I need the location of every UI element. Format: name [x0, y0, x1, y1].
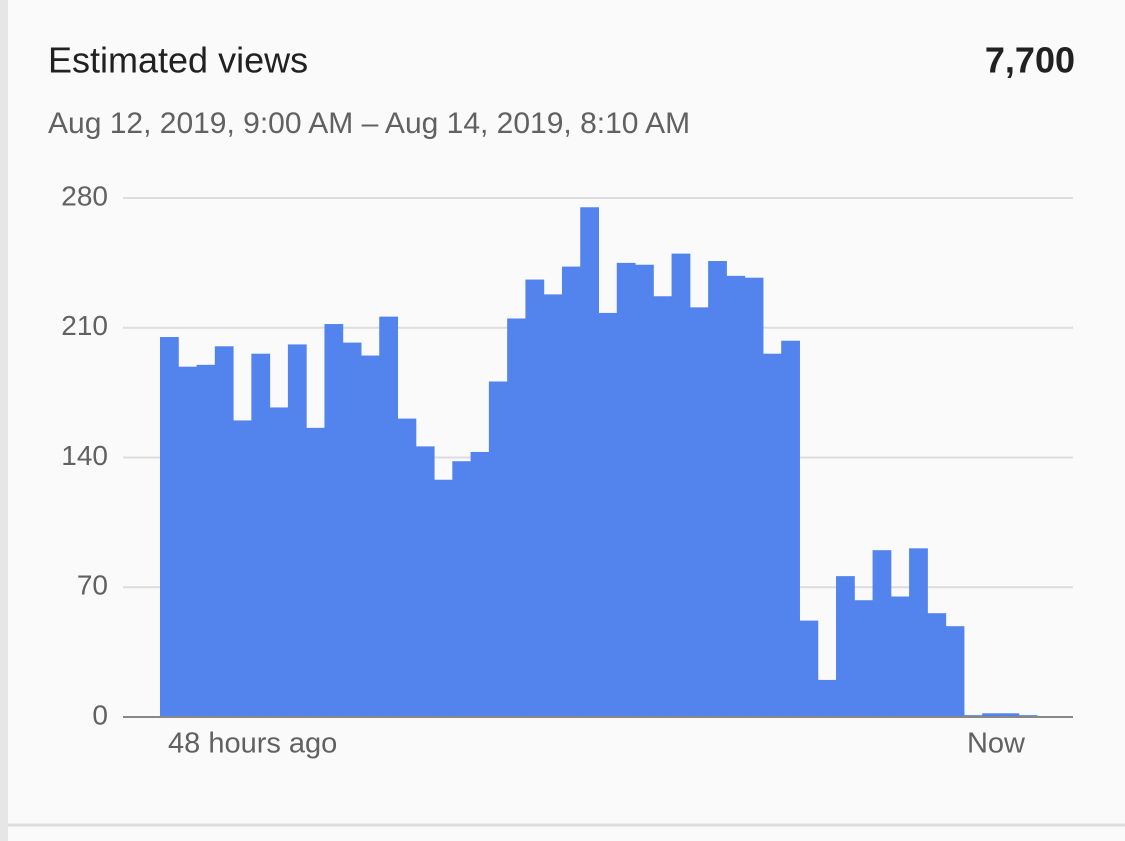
bar — [1000, 713, 1020, 717]
y-tick-label: 140 — [61, 440, 108, 471]
bar — [214, 346, 234, 717]
bar — [178, 366, 198, 717]
bar — [306, 427, 325, 717]
bar — [287, 344, 307, 717]
bar — [160, 337, 179, 717]
bar — [543, 294, 563, 717]
y-tick-label: 210 — [61, 310, 108, 341]
y-tick-label: 280 — [61, 180, 108, 211]
bar — [397, 418, 417, 717]
bar — [507, 318, 526, 717]
bar — [635, 264, 654, 717]
bar — [872, 550, 892, 717]
bar — [233, 420, 252, 717]
bar — [817, 679, 837, 717]
bar — [360, 355, 380, 717]
bar — [726, 275, 746, 717]
bar — [799, 620, 819, 717]
bar — [708, 261, 727, 717]
bar — [324, 324, 344, 717]
bar — [561, 266, 581, 717]
bar — [890, 596, 910, 717]
x-tick-label: Now — [967, 728, 1026, 760]
bar — [196, 364, 216, 717]
bar — [342, 342, 362, 717]
bar — [854, 600, 874, 717]
bar — [744, 277, 764, 717]
bar — [452, 461, 472, 717]
bar — [653, 296, 673, 717]
x-tick-label: 48 hours ago — [168, 728, 337, 760]
y-tick-label: 0 — [92, 699, 108, 730]
bar — [945, 626, 965, 717]
title: Estimated views — [48, 40, 308, 81]
bar — [251, 353, 271, 717]
bar — [415, 446, 435, 717]
bar — [671, 253, 691, 717]
subtitle: Aug 12, 2019, 9:00 AM – Aug 14, 2019, 8:… — [48, 107, 690, 140]
bar — [434, 479, 453, 717]
total: 7,700 — [985, 40, 1075, 81]
bar — [909, 548, 928, 717]
bar — [689, 307, 709, 717]
y-tick-label: 70 — [77, 570, 108, 601]
bar — [580, 207, 599, 717]
bar — [762, 353, 782, 717]
bar — [269, 407, 289, 717]
bar — [781, 340, 800, 717]
bar — [836, 576, 855, 717]
bar — [488, 381, 508, 717]
bar — [927, 613, 947, 717]
bar — [379, 316, 399, 717]
bar — [616, 262, 636, 717]
bar — [598, 312, 618, 717]
bar — [982, 713, 1001, 717]
bar — [525, 279, 545, 717]
left-edge — [0, 0, 8, 841]
bar — [470, 451, 490, 717]
